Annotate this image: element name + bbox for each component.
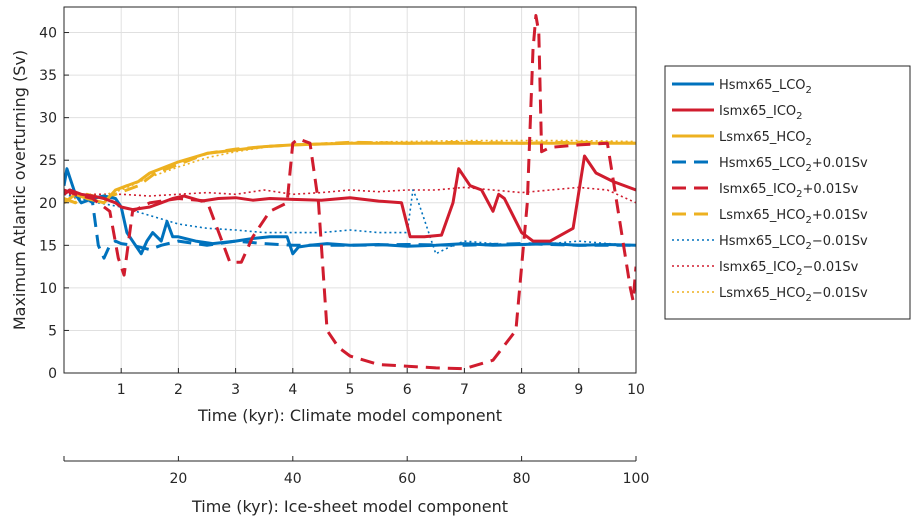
legend-suffix: −0.01Sv [812,234,868,249]
x-tick-label: 9 [574,382,583,398]
legend-label: Hsmx65_LCO [719,234,806,249]
legend-label: Ismx65_ICO [719,260,796,275]
secondary-x-tick-label: 80 [513,471,531,487]
series-group [64,14,636,371]
legend-suffix: −0.01Sv [803,260,859,275]
y-tick-label: 35 [39,68,57,84]
secondary-x-tick-label: 40 [284,471,302,487]
legend-label: Ismx65_ICO [719,182,796,197]
series-line-8 [64,186,636,204]
legend-entry: Ismx65_ICO2 [719,104,803,122]
secondary-x-tick-label: 60 [398,471,416,487]
legend-subscript: 2 [806,163,812,174]
secondary-x-axis: 20 40 60 80 100 [63,456,650,487]
legend-label: Lsmx65_HCO [719,208,806,223]
legend-label: Lsmx65_HCO [719,286,806,301]
legend-suffix: +0.01Sv [803,182,859,197]
legend-suffix: +0.01Sv [812,208,868,223]
legend-entry: Lsmx65_HCO2−0.01Sv [719,286,868,304]
series-line-2 [64,154,636,243]
y-axis: 0 5 10 15 20 25 30 35 40 [39,26,69,382]
legend-label: Ismx65_ICO [719,104,796,119]
x-axis-label: Time (kyr): Climate model component [197,406,502,425]
legend-subscript: 2 [806,85,812,96]
x-tick-label: 8 [517,382,526,398]
series-line-5 [64,14,636,371]
y-tick-label: 30 [39,111,57,127]
legend-subscript: 2 [806,215,812,226]
legend-subscript: 2 [796,111,802,122]
legend-subscript: 2 [806,241,812,252]
secondary-x-axis-label: Time (kyr): Ice-sheet model component [191,497,508,516]
legend-label: Hsmx65_LCO [719,156,806,171]
legend-subscript: 2 [806,293,812,304]
y-tick-label: 40 [39,26,57,42]
y-tick-label: 15 [39,238,57,254]
x-tick-label: 5 [346,382,355,398]
x-tick-label: 4 [288,382,297,398]
y-tick-label: 5 [48,323,57,339]
y-tick-label: 0 [48,366,57,382]
legend-subscript: 2 [796,189,802,200]
legend-entry: Hsmx65_LCO2+0.01Sv [719,156,868,174]
legend-label: Hsmx65_LCO [719,78,806,93]
secondary-x-tick-label: 20 [169,471,187,487]
legend-suffix: +0.01Sv [812,156,868,171]
legend: Hsmx65_LCO2Ismx65_ICO2Lsmx65_HCO2Hsmx65_… [664,65,911,320]
y-tick-label: 25 [39,153,57,169]
legend-box [664,65,911,320]
legend-entry: Hsmx65_LCO2 [719,78,812,96]
x-tick-label: 10 [627,382,645,398]
series-line-4 [64,188,636,260]
legend-entry: Hsmx65_LCO2−0.01Sv [719,234,868,252]
legend-subscript: 2 [796,267,802,278]
legend-entry: Ismx65_ICO2−0.01Sv [719,260,859,278]
x-tick-label: 2 [174,382,183,398]
legend-entry: Lsmx65_HCO2+0.01Sv [719,208,868,226]
secondary-x-tick-label: 100 [623,471,650,487]
legend-suffix: −0.01Sv [812,286,868,301]
legend-entry: Ismx65_ICO2+0.01Sv [719,182,859,200]
x-tick-label: 3 [231,382,240,398]
x-tick-label: 1 [117,382,126,398]
legend-entry: Lsmx65_HCO2 [719,130,812,148]
x-tick-label: 7 [460,382,469,398]
x-tick-label: 6 [403,382,412,398]
legend-label: Lsmx65_HCO [719,130,806,145]
y-tick-label: 10 [39,281,57,297]
y-axis-label: Maximum Atlantic overturning (Sv) [10,50,29,330]
y-tick-label: 20 [39,196,57,212]
legend-subscript: 2 [806,137,812,148]
x-axis: 1 2 3 4 5 6 7 8 9 10 [117,368,645,398]
